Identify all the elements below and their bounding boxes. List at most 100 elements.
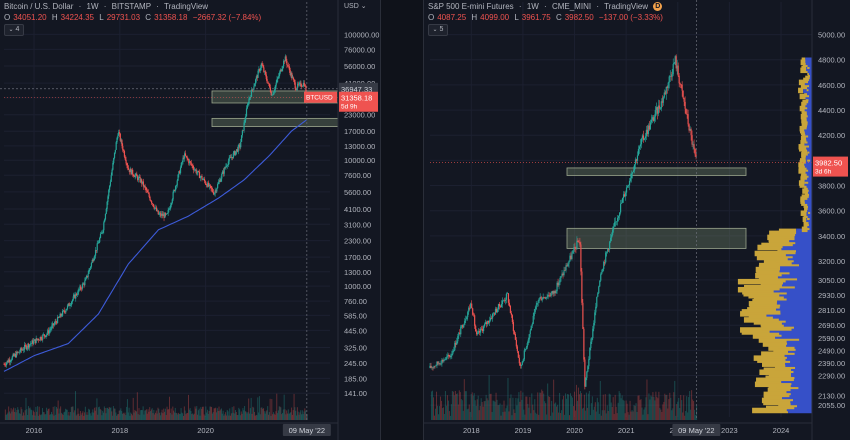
volume-bar (519, 401, 521, 420)
volume-bar (66, 409, 68, 420)
volume-bar (284, 409, 286, 420)
candle-body (518, 357, 520, 364)
bitcoin-chart-pane[interactable]: 100000.00 76000.00 56000.00 4 1000.00 31358.1… (0, 0, 380, 440)
candle-body (625, 187, 628, 193)
candle-body (514, 333, 516, 340)
candle-body (138, 176, 140, 178)
volume-bar (282, 412, 284, 420)
price-tick-label: 585.00 (344, 311, 367, 320)
dividend-icon[interactable]: D (653, 2, 663, 12)
candle-body (292, 77, 294, 79)
candle-body (488, 320, 491, 323)
volume-bar (682, 412, 684, 420)
candle-body (15, 352, 17, 358)
candle-body (639, 144, 642, 147)
volume-bar (466, 409, 468, 420)
volume-bar (632, 411, 634, 420)
candle-body (675, 56, 677, 69)
candle-body (137, 177, 140, 180)
candle-body (205, 183, 207, 185)
candle-body (644, 136, 647, 139)
volume-bar (219, 410, 221, 420)
volume-bar (510, 394, 512, 420)
volume-bar (581, 408, 583, 420)
candle-body (462, 325, 464, 328)
volume-profile-bar (798, 180, 805, 186)
volume-profile-bar (802, 99, 807, 106)
volume-bar (131, 415, 133, 420)
volume-bar (238, 407, 240, 420)
candle-body (569, 255, 571, 262)
volume-bar (451, 391, 453, 420)
sp500-chart-canvas[interactable]: 5000.004800.004600.004400.004200.004000.… (424, 0, 850, 440)
candle-body (26, 347, 28, 349)
candle-body (496, 309, 499, 313)
candle-body (203, 178, 205, 180)
volume-bar (645, 397, 647, 420)
candle-body (568, 261, 570, 264)
volume-bar (567, 394, 569, 420)
sp500-interval[interactable]: 1W (526, 2, 539, 11)
candle-body (214, 190, 216, 194)
candle-body (490, 317, 493, 319)
volume-bar (7, 412, 9, 420)
candle-body (450, 355, 452, 358)
volume-bar (255, 414, 257, 420)
volume-bar (167, 409, 169, 420)
candle-body (494, 308, 497, 315)
sp500-symbol-name[interactable]: S&P 500 E-mini Futures (428, 2, 514, 11)
volume-bar (524, 414, 526, 420)
candle-body (19, 351, 21, 353)
candle-body (570, 255, 572, 259)
candle-body (194, 169, 196, 171)
volume-bar (302, 414, 304, 420)
volume-bar (129, 415, 131, 420)
candle-body (447, 355, 449, 357)
volume-bar (5, 414, 7, 420)
volume-profile-bar (740, 327, 770, 333)
candle-body (515, 339, 517, 347)
ohlc-label-c: C (145, 13, 152, 22)
volume-bar (180, 408, 182, 420)
volume-bar (70, 407, 72, 420)
candle-body (187, 158, 189, 160)
symbol-tag-label: BTCUSD (306, 95, 333, 102)
candle-body (127, 168, 130, 170)
volume-bar (187, 412, 189, 420)
bitcoin-interval[interactable]: 1W (86, 2, 99, 11)
candle-body (54, 321, 56, 324)
candle-body (31, 340, 33, 344)
volume-bar (537, 392, 539, 420)
bitcoin-chart-canvas[interactable]: 100000.00 76000.00 56000.00 4 1000.00 31358.1… (0, 0, 380, 440)
volume-bar (263, 408, 265, 420)
candle-body (11, 356, 13, 360)
volume-bar (143, 414, 145, 420)
bitcoin-symbol-name[interactable]: Bitcoin / U.S. Dollar (4, 2, 74, 11)
volume-bar (190, 410, 192, 420)
price-tick-label: 2390.00 (818, 359, 845, 368)
candle-body (238, 144, 240, 146)
candle-body (438, 363, 440, 364)
candle-body (273, 91, 275, 95)
volume-bar (305, 413, 307, 420)
volume-bar (117, 414, 119, 420)
volume-bar (32, 410, 34, 420)
volume-bar (454, 390, 456, 420)
candle-body (123, 151, 126, 157)
volume-bar (280, 407, 282, 420)
candle-body (667, 82, 669, 89)
candle-body (153, 206, 155, 209)
volume-bar (552, 412, 554, 420)
bitcoin-indicator-toggle[interactable]: ⌄ 4 (4, 24, 24, 36)
sp500-chart-pane[interactable]: 5000.004800.004600.004400.004200.004000.… (424, 0, 850, 440)
candle-body (637, 148, 640, 156)
bitcoin-currency-label[interactable]: USD ⌄ (344, 2, 367, 10)
volume-bar (103, 412, 105, 420)
candle-body (435, 365, 437, 367)
sp500-indicator-toggle[interactable]: ⌄ 5 (428, 24, 448, 36)
candle-body (277, 77, 279, 79)
candle-body (71, 299, 74, 302)
volume-bar (265, 411, 267, 420)
volume-bar (523, 409, 525, 420)
volume-bar (112, 406, 114, 420)
